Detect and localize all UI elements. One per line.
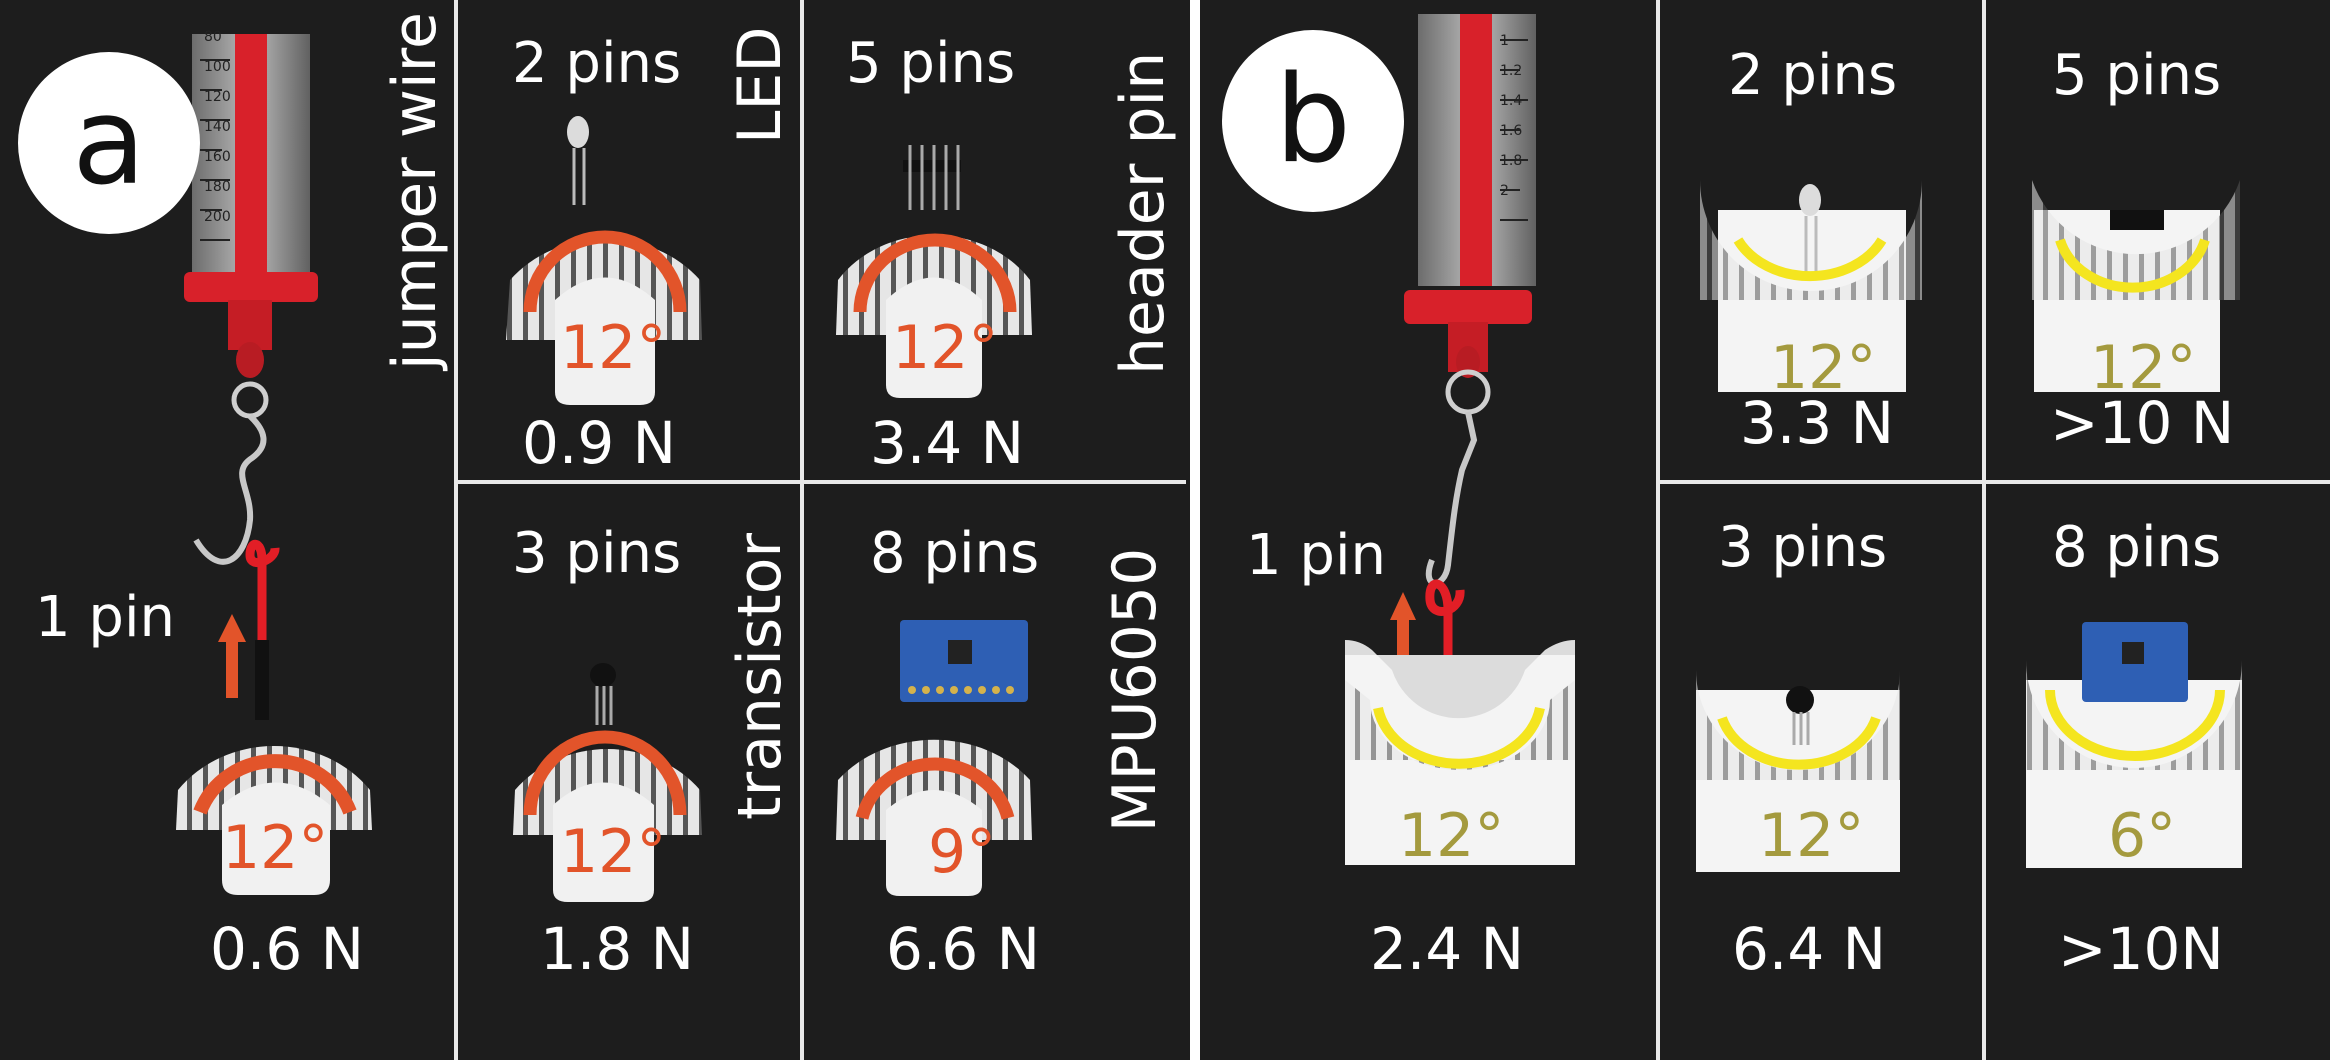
force-label: >10 N [2050, 389, 2235, 457]
pins-label: 5 pins [2052, 43, 2222, 108]
connector-b-header [2032, 180, 2240, 392]
angle-label: 12° [560, 817, 667, 887]
gauge-tick-label: 180 [204, 179, 231, 195]
gauge-tick-label: 160 [204, 149, 231, 165]
pins-label: 5 pins [846, 31, 1016, 96]
connector-a-header [836, 145, 1032, 398]
force-label: 0.9 N [522, 409, 677, 477]
gauge-tick-label: 200 [204, 209, 231, 225]
gauge-tick-label: 140 [204, 119, 231, 135]
spring-gauge-a [184, 34, 318, 565]
single-pin-label: 1 pin [1246, 523, 1387, 588]
connector-b-transistor [1696, 670, 1900, 872]
panel-b-background [1200, 0, 2330, 1060]
connector-b-single [1345, 640, 1575, 865]
header-pin-label: header pin [1108, 51, 1178, 375]
panel-b-label: b [1222, 30, 1404, 212]
gauge-tick-label: 1 [1500, 33, 1509, 49]
angle-label: 12° [560, 313, 667, 383]
mpu6050-label: MPU6050 [1100, 547, 1170, 833]
pins-label: 3 pins [512, 521, 682, 586]
connector-a-mpu6050 [836, 620, 1032, 896]
pins-label: 8 pins [2052, 515, 2222, 580]
force-label: 0.6 N [210, 915, 365, 983]
connector-a-led [506, 116, 702, 405]
angle-label: 12° [1758, 801, 1865, 871]
gauge-tick-label: 1.6 [1500, 123, 1523, 139]
gauge-tick-label: 120 [204, 89, 231, 105]
divider [1656, 0, 1660, 1060]
angle-label: 12° [892, 313, 999, 383]
angle-label: 12° [2090, 333, 2197, 403]
force-label: 6.4 N [1732, 915, 1887, 983]
gauge-tick-label: 2 [1500, 183, 1509, 199]
single-pin-label: 1 pin [35, 585, 176, 650]
force-label: 6.6 N [886, 915, 1041, 983]
divider [454, 0, 458, 1060]
arrow-up-icon [218, 614, 246, 698]
angle-label: 12° [1770, 333, 1877, 403]
force-label: 2.4 N [1370, 915, 1525, 983]
divider [456, 480, 1186, 484]
panel-b-letter: b [1274, 51, 1352, 190]
force-label: >10N [2058, 915, 2224, 983]
pins-label: 2 pins [512, 31, 682, 96]
connector-b-led [1700, 180, 1922, 392]
panel-a-letter: a [72, 73, 146, 212]
panel-a-label: a [18, 52, 200, 234]
gauge-tick-label: 80 [204, 29, 222, 45]
angle-label: 12° [1398, 801, 1505, 871]
connector-a-single [176, 745, 372, 895]
gauge-tick-label: 1.2 [1500, 63, 1523, 79]
force-label: 3.3 N [1740, 389, 1895, 457]
angle-label: 6° [2108, 801, 2177, 871]
connector-a-transistor [513, 663, 702, 902]
divider [1982, 0, 1986, 1060]
gauge-tick-label: 1.8 [1500, 153, 1523, 169]
transistor-label: transistor [725, 532, 795, 820]
led-label: LED [725, 26, 795, 144]
jumper-wire-label: jumper wire [380, 12, 450, 370]
divider [800, 0, 804, 1060]
pins-label: 8 pins [870, 521, 1040, 586]
spring-gauge-b [1404, 14, 1536, 587]
gauge-tick-label: 1.4 [1500, 93, 1523, 109]
force-label: 3.4 N [870, 409, 1025, 477]
pins-label: 2 pins [1728, 43, 1898, 108]
connector-b-mpu6050 [2026, 622, 2242, 868]
divider [1658, 480, 2330, 484]
pins-label: 3 pins [1718, 515, 1888, 580]
gauge-tick-label: 100 [204, 59, 231, 75]
force-label: 1.8 N [540, 915, 695, 983]
angle-label: 9° [928, 817, 997, 887]
angle-label: 12° [222, 813, 329, 883]
